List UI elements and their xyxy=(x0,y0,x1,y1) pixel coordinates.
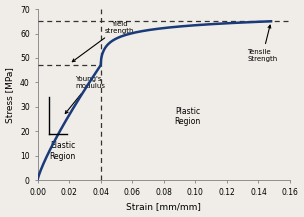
Text: Young's
modulus: Young's modulus xyxy=(65,76,105,113)
Text: Yield
strength: Yield strength xyxy=(72,21,134,62)
X-axis label: Strain [mm/mm]: Strain [mm/mm] xyxy=(126,202,201,211)
Text: Tensile
Strength: Tensile Strength xyxy=(247,25,278,62)
Y-axis label: Stress [MPa]: Stress [MPa] xyxy=(5,67,15,123)
Text: Plastic
Region: Plastic Region xyxy=(174,107,201,127)
Text: Elastic
Region: Elastic Region xyxy=(50,141,76,161)
